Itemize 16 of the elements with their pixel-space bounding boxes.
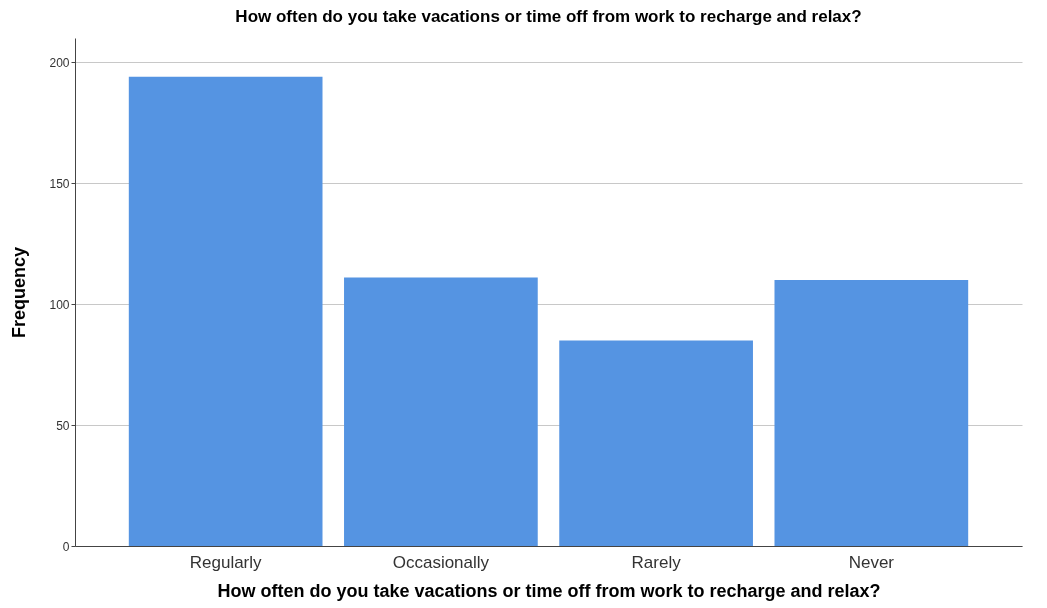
x-tick-label: Occasionally (392, 552, 490, 572)
y-tick-label: 50 (56, 418, 70, 433)
bar (344, 277, 538, 546)
x-tick-label: Never (848, 552, 895, 572)
y-axis-title: Frequency (9, 246, 30, 339)
chart-title: How often do you take vacations or time off from work to recharge and relax? (235, 7, 862, 26)
y-tick-label: 100 (49, 297, 70, 312)
y-tick-label: 200 (49, 55, 70, 70)
bar (774, 279, 969, 546)
y-tick-label: 0 (62, 539, 70, 554)
y-tick-label: 150 (49, 176, 70, 191)
bar (559, 340, 753, 546)
x-tick-label: Regularly (189, 552, 263, 572)
bar (128, 76, 323, 546)
x-tick-label: Rarely (631, 552, 682, 572)
x-axis-title: How often do you take vacations or time off from work to recharge and relax? (217, 580, 881, 601)
